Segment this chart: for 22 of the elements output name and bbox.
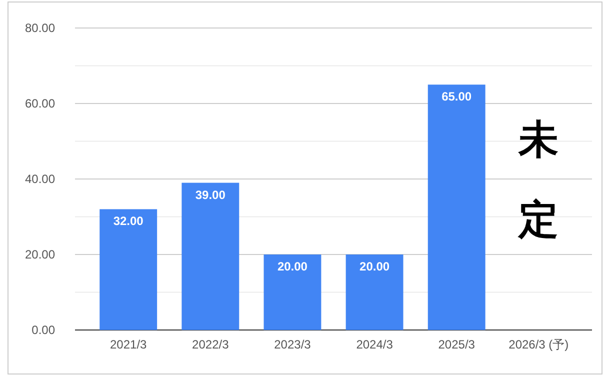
- x-tick-label: 2025/3: [438, 338, 476, 352]
- bar: [182, 182, 240, 330]
- x-tick-label: 2024/3: [356, 338, 394, 352]
- y-tick-label: 0.00: [32, 322, 56, 337]
- x-tick-label: 2023/3: [274, 338, 312, 352]
- annotation: 未定: [518, 117, 559, 243]
- y-tick-label: 20.00: [24, 247, 56, 262]
- x-tick-label: 2026/3 (予): [508, 338, 569, 352]
- y-tick-label: 60.00: [24, 96, 56, 110]
- x-tick-label: 2021/3: [110, 338, 148, 352]
- bar: [428, 84, 486, 330]
- data-label: 20.00: [277, 260, 308, 274]
- data-label: 20.00: [360, 260, 390, 274]
- data-label: 39.00: [195, 188, 226, 202]
- data-label: 32.00: [113, 214, 144, 228]
- x-tick-label: 2022/3: [192, 338, 230, 352]
- bar: [100, 209, 158, 330]
- bar: [346, 254, 404, 330]
- data-label: 65.00: [442, 90, 472, 104]
- y-tick-label: 80.00: [24, 20, 56, 35]
- y-tick-label: 40.00: [24, 172, 56, 186]
- bar: [264, 254, 322, 330]
